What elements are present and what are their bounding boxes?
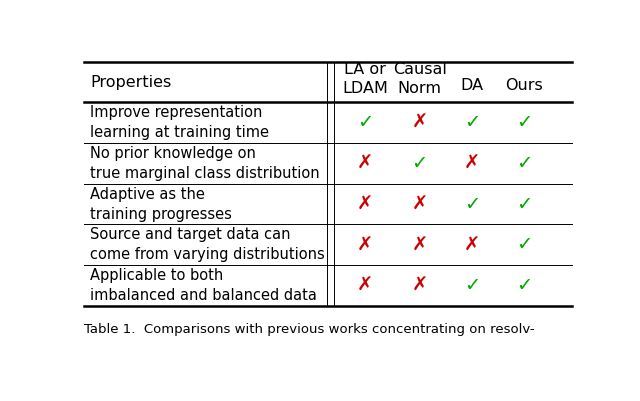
Text: ✗: ✗ bbox=[357, 276, 373, 295]
Text: ✗: ✗ bbox=[357, 194, 373, 214]
Text: Adaptive as the
training progresses: Adaptive as the training progresses bbox=[90, 187, 232, 221]
Text: No prior knowledge on
true marginal class distribution: No prior knowledge on true marginal clas… bbox=[90, 146, 319, 181]
Text: ✗: ✗ bbox=[412, 113, 428, 132]
Text: ✗: ✗ bbox=[463, 154, 480, 173]
Text: Applicable to both
imbalanced and balanced data: Applicable to both imbalanced and balanc… bbox=[90, 268, 317, 303]
Text: Ours: Ours bbox=[505, 78, 543, 93]
Text: Source and target data can
come from varying distributions: Source and target data can come from var… bbox=[90, 227, 324, 262]
Text: Table 1.  Comparisons with previous works concentrating on resolv-: Table 1. Comparisons with previous works… bbox=[84, 322, 534, 336]
Text: ✓: ✓ bbox=[463, 113, 480, 132]
Text: ✓: ✓ bbox=[357, 113, 373, 132]
Text: DA: DA bbox=[460, 78, 483, 93]
Text: ✓: ✓ bbox=[516, 154, 532, 173]
Text: Improve representation
learning at training time: Improve representation learning at train… bbox=[90, 105, 269, 140]
Text: ✗: ✗ bbox=[357, 154, 373, 173]
Text: Causal
Norm: Causal Norm bbox=[393, 62, 447, 96]
Text: ✗: ✗ bbox=[412, 235, 428, 254]
Text: ✓: ✓ bbox=[412, 154, 428, 173]
Text: ✓: ✓ bbox=[516, 113, 532, 132]
Text: ✓: ✓ bbox=[516, 235, 532, 254]
Text: ✗: ✗ bbox=[412, 194, 428, 214]
Text: ✓: ✓ bbox=[516, 276, 532, 295]
Text: ✗: ✗ bbox=[412, 276, 428, 295]
Text: ✗: ✗ bbox=[357, 235, 373, 254]
Text: ✓: ✓ bbox=[463, 194, 480, 214]
Text: ✓: ✓ bbox=[516, 194, 532, 214]
Text: LA or
LDAM: LA or LDAM bbox=[342, 62, 388, 96]
Text: Properties: Properties bbox=[90, 75, 171, 90]
Text: ✓: ✓ bbox=[463, 276, 480, 295]
Text: ✗: ✗ bbox=[463, 235, 480, 254]
